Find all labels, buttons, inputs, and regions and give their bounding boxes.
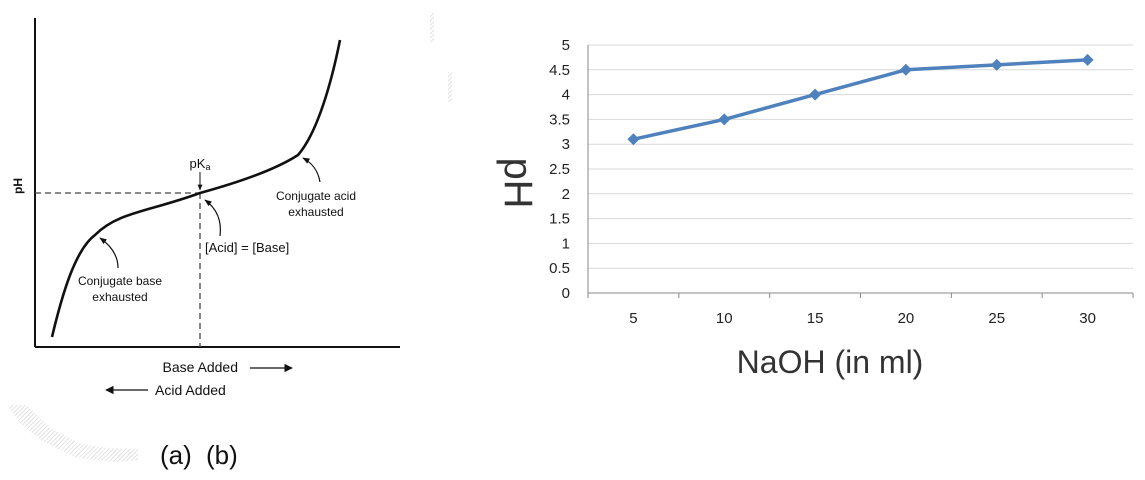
data-point-marker [809, 88, 822, 101]
x-tick-label: 15 [807, 310, 824, 327]
y-tick-label: 5 [562, 37, 570, 54]
x-tick-label: 20 [898, 310, 915, 327]
watermark-mark-top [430, 12, 434, 42]
x-tick-label: 25 [988, 310, 1005, 327]
data-point-marker [1081, 53, 1094, 66]
acid-equals-base-arrow [204, 199, 221, 237]
panel-label-a: (a) [160, 440, 192, 470]
pka-label: pKa [190, 156, 211, 172]
y-tick-label: 2.5 [549, 161, 570, 178]
x-tick-label: 10 [716, 310, 733, 327]
y-tick-label: 0 [562, 285, 570, 302]
y-tick-label: 2 [562, 186, 570, 203]
panel-label-b: (b) [206, 440, 238, 470]
x-tick-label: 30 [1079, 310, 1096, 327]
y-tick-label: 3 [562, 136, 570, 153]
ph-vs-naoh-chart: 0 0.5 1 1.5 2 2.5 3 3.5 4 4.5 5 5 10 15 20 25 30 pH NaO… [496, 37, 1134, 380]
series-markers-ph [627, 53, 1094, 146]
conjugate-acid-label-line1: Conjugate acid [276, 189, 356, 203]
y-tick-label: 0.5 [549, 260, 570, 277]
x-tick-label: 5 [629, 310, 637, 327]
x-tick-marks-b [587, 293, 1134, 298]
y-tick-label: 4.5 [549, 62, 570, 79]
y-axis-label-b: pH [496, 157, 540, 208]
data-point-marker [899, 63, 912, 76]
y-tick-label: 1.5 [549, 211, 570, 228]
conjugate-base-arrow [99, 237, 119, 269]
watermark-mark-bottom [448, 72, 452, 102]
x-axis-label-b: NaOH (in ml) [737, 344, 924, 380]
conjugate-base-label-line2: exhausted [92, 290, 147, 304]
conjugate-base-label-line1: Conjugate base [78, 274, 162, 288]
x-axis-label-base-added: Base Added [162, 359, 238, 375]
data-point-marker [718, 113, 731, 126]
y-tick-label: 1 [562, 235, 570, 252]
gridlines-b [588, 44, 1133, 269]
conjugate-acid-label-line2: exhausted [288, 205, 343, 219]
y-tick-label: 4 [562, 87, 570, 104]
y-tick-label: 3.5 [549, 111, 570, 128]
x-tick-labels-b: 5 10 15 20 25 30 [629, 310, 1096, 327]
titration-schematic-chart: pKa [Acid] = [Base] Conjugate base exhau… [11, 18, 400, 398]
conjugate-acid-arrow [302, 157, 321, 183]
data-point-marker [627, 133, 640, 146]
titration-curve [50, 39, 342, 338]
data-point-marker [990, 58, 1003, 71]
y-axis-label-a: pH [11, 178, 25, 194]
series-line-ph [633, 58, 1088, 141]
x-axis-label-acid-added: Acid Added [155, 382, 226, 398]
acid-equals-base-label: [Acid] = [Base] [205, 240, 289, 255]
y-tick-labels-b: 0 0.5 1 1.5 2 2.5 3 3.5 4 4.5 5 [549, 37, 570, 302]
